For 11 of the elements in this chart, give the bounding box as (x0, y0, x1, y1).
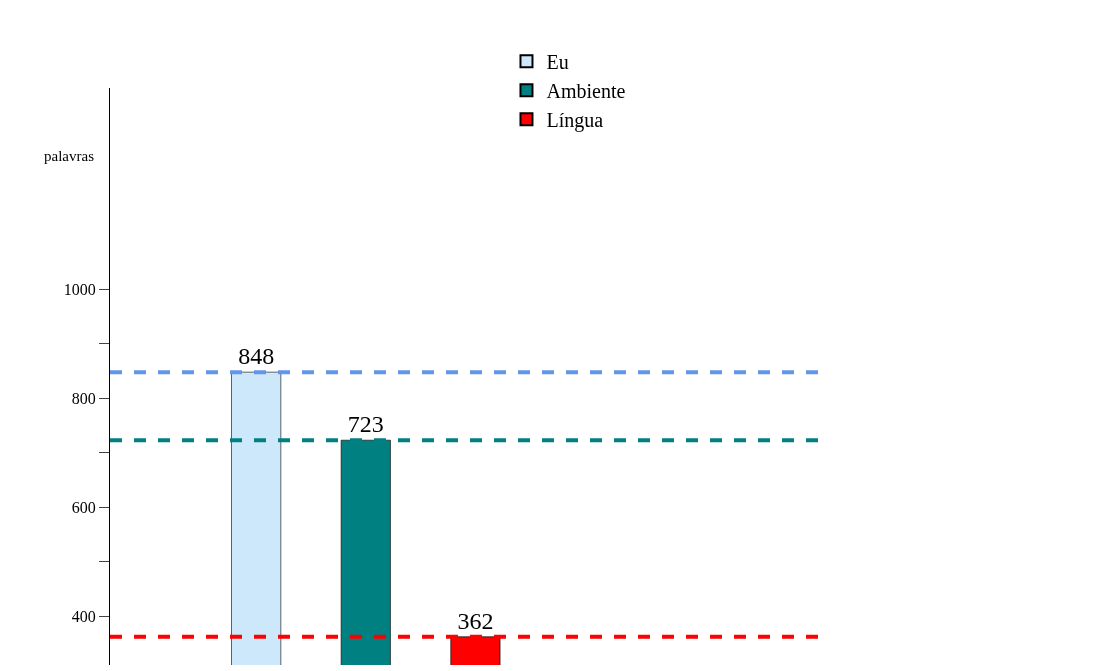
data-label: 723 (347, 411, 384, 438)
y-tick-label: 600 (71, 498, 96, 516)
data-label: 362 (457, 607, 494, 634)
data-label: 848 (238, 343, 275, 370)
y-tick-label: 400 (71, 607, 96, 625)
legend-label: Eu (546, 51, 569, 74)
y-tick-label: 800 (71, 389, 96, 407)
y-tick-label: 1000 (63, 281, 96, 299)
y-axis-title: palavras (44, 148, 95, 164)
legend-label: Língua (546, 109, 604, 133)
legend-label: Ambiente (546, 80, 626, 103)
